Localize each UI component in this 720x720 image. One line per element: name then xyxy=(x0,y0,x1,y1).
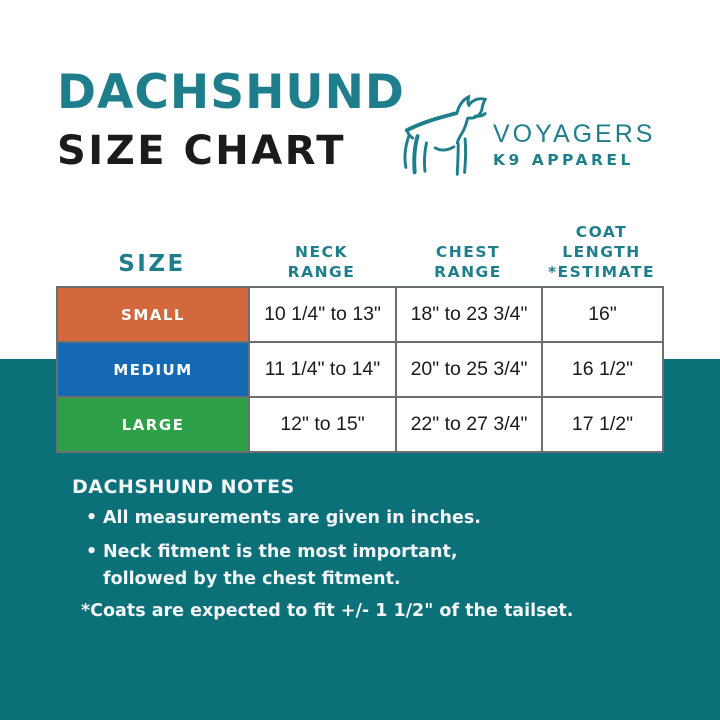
table-row-large: LARGE 12" to 15" 22" to 27 3/4" 17 1/2" xyxy=(56,396,664,453)
column-header-chest-line2: RANGE xyxy=(434,263,502,281)
column-header-chest-range: CHEST RANGE xyxy=(395,240,541,282)
title-size-chart: SIZE CHART xyxy=(57,128,347,174)
note-footnote-coats: *Coats are expected to fit +/- 1 1/2" of… xyxy=(81,601,574,621)
coat-length-medium: 16 1/2" xyxy=(541,341,664,398)
column-header-coat-line1: COAT LENGTH xyxy=(562,223,641,261)
note-line: followed by the chest fitment. xyxy=(103,569,401,589)
chest-range-medium: 20" to 25 3/4" xyxy=(395,341,543,398)
chest-range-large: 22" to 27 3/4" xyxy=(395,396,543,453)
column-header-coat-length: COAT LENGTH *ESTIMATE xyxy=(541,223,662,282)
column-header-neck-line1: NECK xyxy=(295,243,348,261)
coat-length-small: 16" xyxy=(541,286,664,343)
bullet-icon: • xyxy=(86,508,98,528)
note-bullet-measurements: • All measurements are given in inches. xyxy=(86,505,672,532)
notes-section: DACHSHUND NOTES • All measurements are g… xyxy=(72,476,672,625)
size-cell-small: SMALL xyxy=(56,286,250,343)
column-header-size-label: SIZE xyxy=(118,251,186,277)
table-column-headers: SIZE NECK RANGE CHEST RANGE COAT LENGTH … xyxy=(56,223,662,282)
notes-heading: DACHSHUND NOTES xyxy=(72,476,295,498)
neck-range-medium: 11 1/4" to 14" xyxy=(248,341,397,398)
page-title: DACHSHUND SIZE CHART xyxy=(57,65,405,175)
coat-length-large: 17 1/2" xyxy=(541,396,664,453)
brand-wordmark: VOYAGERS K9 APPAREL xyxy=(493,94,655,186)
size-cell-medium: MEDIUM xyxy=(56,341,250,398)
brand-subname: K9 APPAREL xyxy=(493,151,634,169)
note-bullet-fitment: • Neck fitment is the most important, fo… xyxy=(86,539,672,593)
note-line: All measurements are given in inches. xyxy=(103,508,481,528)
column-header-neck-line2: RANGE xyxy=(287,263,356,281)
bullet-icon: • xyxy=(86,542,98,562)
size-cell-large: LARGE xyxy=(56,396,250,453)
neck-range-small: 10 1/4" to 13" xyxy=(248,286,397,343)
chest-range-small: 18" to 23 3/4" xyxy=(395,286,543,343)
brand-logo: VOYAGERS K9 APPAREL xyxy=(399,94,655,186)
dog-line-art-icon xyxy=(403,94,488,176)
size-table: SMALL 10 1/4" to 13" 18" to 23 3/4" 16" … xyxy=(56,286,664,453)
table-row-medium: MEDIUM 11 1/4" to 14" 20" to 25 3/4" 16 … xyxy=(56,341,664,398)
brand-name: VOYAGERS xyxy=(493,120,656,148)
neck-range-large: 12" to 15" xyxy=(248,396,397,453)
title-breed: DACHSHUND xyxy=(57,65,405,120)
table-row-small: SMALL 10 1/4" to 13" 18" to 23 3/4" 16" xyxy=(56,286,664,343)
note-line: Neck fitment is the most important, xyxy=(103,542,458,562)
column-header-size: SIZE xyxy=(56,240,248,282)
column-header-chest-line1: CHEST xyxy=(435,243,501,261)
column-header-neck-range: NECK RANGE xyxy=(248,240,395,282)
column-header-coat-line2: *ESTIMATE xyxy=(547,263,656,281)
